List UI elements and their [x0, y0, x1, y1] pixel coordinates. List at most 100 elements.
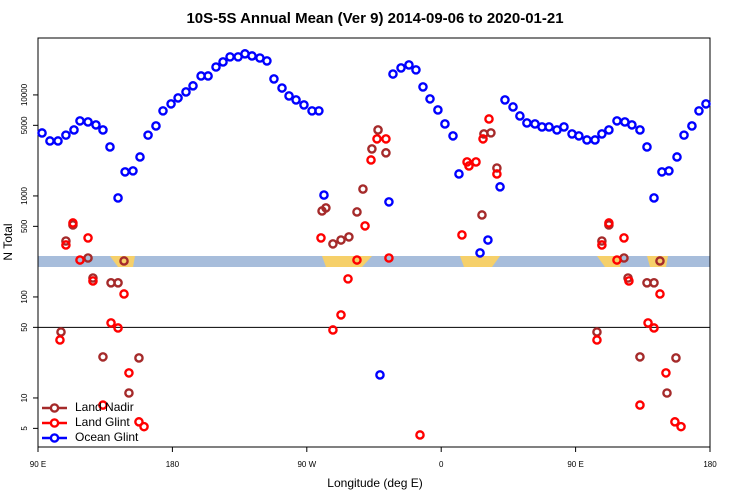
data-point: [284, 91, 294, 101]
data-point: [612, 116, 622, 126]
data-point: [277, 83, 287, 93]
map-strip: [38, 256, 710, 267]
y-tick-label: 5000: [20, 116, 29, 134]
data-point: [627, 120, 637, 130]
data-point: [508, 102, 518, 112]
data-point: [381, 134, 391, 144]
data-point: [425, 94, 435, 104]
data-point: [604, 218, 614, 228]
chart-title: 10S-5S Annual Mean (Ver 9) 2014-09-06 to…: [186, 10, 563, 27]
data-point: [124, 388, 134, 398]
data-point: [321, 203, 331, 213]
data-point: [635, 400, 645, 410]
data-point: [352, 207, 362, 217]
data-point: [612, 255, 622, 265]
data-point: [128, 166, 138, 176]
data-point: [113, 323, 123, 333]
y-tick-label: 10: [20, 393, 29, 402]
data-point: [69, 125, 79, 135]
data-point: [262, 56, 272, 66]
data-point: [477, 210, 487, 220]
data-point: [113, 278, 123, 288]
data-point: [672, 152, 682, 162]
data-point: [418, 82, 428, 92]
data-point: [664, 166, 674, 176]
data-point: [433, 105, 443, 115]
data-point: [649, 323, 659, 333]
data-point: [83, 117, 93, 127]
data-point: [105, 142, 115, 152]
y-tick-label: 50: [20, 322, 29, 331]
data-point: [671, 353, 681, 363]
data-point: [635, 125, 645, 135]
data-point: [344, 232, 354, 242]
data-point: [61, 130, 71, 140]
land-shapes: [110, 256, 668, 267]
data-point: [643, 318, 653, 328]
data-point: [559, 122, 569, 132]
data-point: [404, 60, 414, 70]
x-tick-label: 180: [703, 460, 717, 469]
data-point: [203, 71, 213, 81]
data-point: [75, 116, 85, 126]
data-point: [124, 368, 134, 378]
data-point: [45, 136, 55, 146]
plot-frame: [37, 37, 711, 448]
data-point: [624, 276, 634, 286]
x-tick-label: 0: [439, 460, 444, 469]
data-point: [661, 368, 671, 378]
data-point: [454, 169, 464, 179]
data-point: [158, 106, 168, 116]
data-point: [181, 87, 191, 97]
data-point: [411, 65, 421, 75]
data-point: [635, 352, 645, 362]
data-point: [381, 148, 391, 158]
data-point: [694, 106, 704, 116]
data-point: [597, 240, 607, 250]
data-point: [119, 289, 129, 299]
data-point: [113, 193, 123, 203]
data-point: [119, 256, 129, 266]
data-point: [448, 131, 458, 141]
data-point: [328, 239, 338, 249]
data-point: [372, 134, 382, 144]
data-point: [597, 236, 607, 246]
data-point: [188, 81, 198, 91]
data-point: [440, 119, 450, 129]
y-tick-label: 10000: [20, 83, 29, 106]
data-point: [649, 193, 659, 203]
data-point: [582, 135, 592, 145]
x-tick-label: 180: [166, 460, 180, 469]
data-point: [471, 157, 481, 167]
y-axis-title: N Total: [1, 223, 15, 260]
data-point: [98, 125, 108, 135]
data-point: [475, 248, 485, 258]
data-point: [225, 52, 235, 62]
data-point: [592, 327, 602, 337]
data-point: [544, 122, 554, 132]
data-point: [495, 182, 505, 192]
data-point: [98, 352, 108, 362]
data-point: [328, 325, 338, 335]
data-point: [98, 400, 108, 410]
data-point: [53, 136, 63, 146]
data-point: [120, 167, 130, 177]
data-point: [687, 121, 697, 131]
data-point: [366, 155, 376, 165]
data-point: [649, 278, 659, 288]
data-point: [173, 93, 183, 103]
data-point: [590, 135, 600, 145]
legend-marker: [49, 418, 60, 428]
data-point: [676, 421, 686, 432]
data-point: [670, 417, 680, 427]
data-point: [166, 99, 176, 109]
data-point: [592, 335, 602, 345]
data-point: [61, 240, 71, 250]
data-point: [388, 69, 398, 79]
data-point: [269, 74, 279, 84]
data-point: [151, 121, 161, 131]
data-point: [218, 57, 228, 67]
data-point: [343, 274, 353, 284]
